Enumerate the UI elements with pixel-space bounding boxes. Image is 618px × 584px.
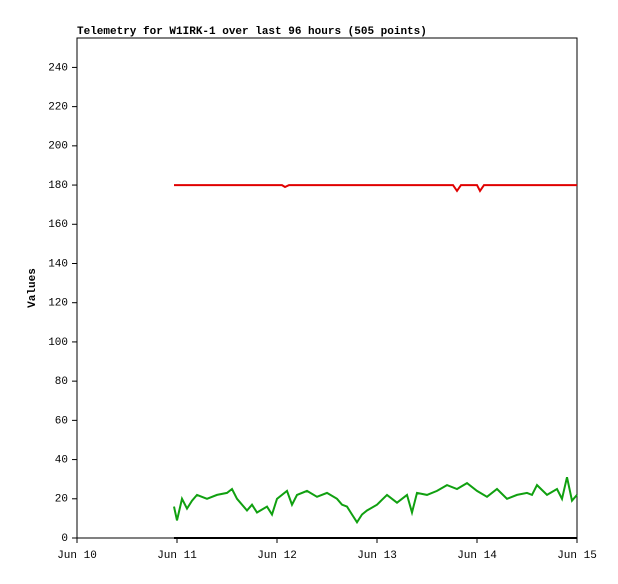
- y-tick-label: 40: [55, 454, 68, 466]
- x-tick-label: Jun 15: [557, 550, 597, 562]
- chart-title: Telemetry for W1IRK-1 over last 96 hours…: [77, 26, 427, 38]
- y-tick-label: 140: [48, 258, 68, 270]
- y-tick-label: 220: [48, 102, 68, 114]
- y-tick-label: 200: [48, 141, 68, 153]
- x-tick-label: Jun 11: [157, 550, 197, 562]
- series-line: [174, 184, 577, 193]
- y-tick-label: 100: [48, 337, 68, 349]
- x-tick-label: Jun 13: [357, 550, 397, 562]
- y-tick-label: 60: [55, 415, 68, 427]
- series-line: [173, 476, 578, 525]
- x-tick-label: Jun 12: [257, 550, 297, 562]
- y-tick-label: 180: [48, 180, 68, 192]
- y-tick-label: 240: [48, 62, 68, 74]
- x-tick-label: Jun 10: [57, 550, 97, 562]
- y-tick-label: 0: [61, 533, 68, 545]
- y-axis-label: Values: [27, 268, 39, 308]
- y-tick-label: 80: [55, 376, 68, 388]
- x-tick-label: Jun 14: [457, 550, 497, 562]
- plot-frame: [76, 37, 578, 539]
- y-tick-label: 20: [55, 494, 68, 506]
- y-tick-label: 160: [48, 219, 68, 231]
- y-tick-label: 120: [48, 298, 68, 310]
